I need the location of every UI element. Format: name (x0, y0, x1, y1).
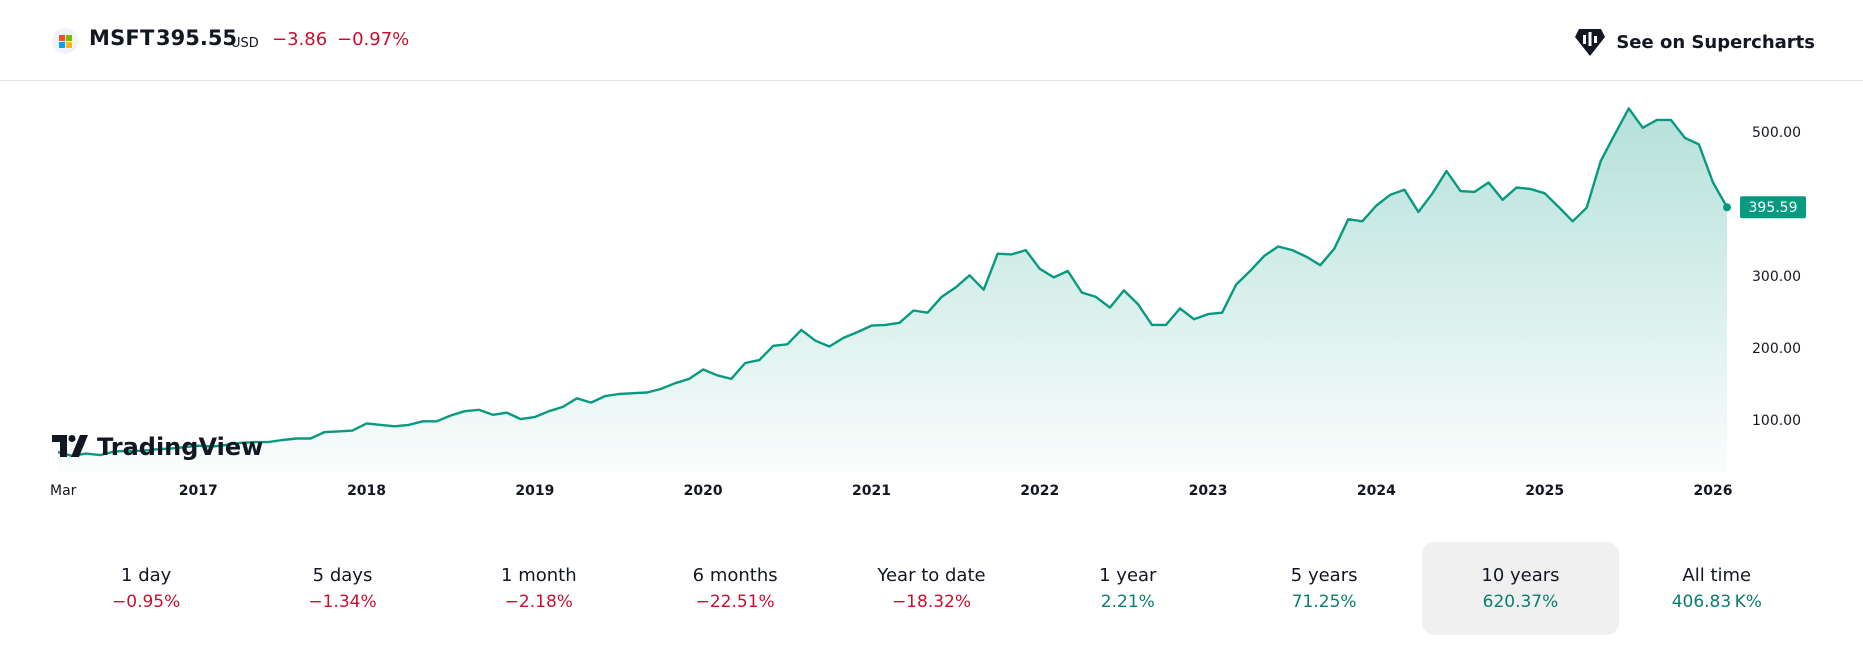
last-value-label: 395.59 (1749, 200, 1798, 216)
tradingview-logo-icon: TradingView (52, 433, 263, 461)
price-chart[interactable]: 500.00 300.00 200.00 100.00 Mar 2017 2018 2019… (0, 81, 1863, 511)
period-change-value: −0.95% (112, 592, 181, 612)
tradingview-wordmark: TradingView (97, 433, 263, 461)
period-label: 5 days (312, 565, 373, 586)
period-change-value: 71.25% (1291, 592, 1357, 612)
microsoft-logo-icon (52, 28, 78, 54)
y-axis-tick-label: 200.00 (1752, 341, 1801, 357)
symbol-header: MSFT 395.55 USD −3.86 −0.97% See on Supe… (0, 0, 1863, 81)
period-button[interactable]: Year to date −18.32% (833, 542, 1029, 635)
period-button[interactable]: All time 406.83 K% (1619, 542, 1815, 635)
x-axis-tick-label: 2020 (684, 483, 723, 499)
y-axis-tick-label: 100.00 (1752, 413, 1801, 429)
period-button[interactable]: 1 month −2.18% (441, 542, 637, 635)
period-button[interactable]: 6 months −22.51% (637, 542, 833, 635)
supercharts-icon (1575, 29, 1606, 56)
period-change-value: 406.83 K% (1671, 592, 1762, 612)
x-axis-tick-label: 2017 (179, 483, 218, 499)
price-change: −3.86 (272, 29, 328, 50)
y-axis-tick-label: 300.00 (1752, 269, 1801, 285)
period-label: 6 months (692, 565, 778, 586)
period-label: 1 year (1099, 565, 1157, 586)
price-area (58, 108, 1727, 474)
period-button[interactable]: 10 years 620.37% (1422, 542, 1619, 635)
period-change-value: 2.21% (1100, 592, 1155, 612)
x-axis: Mar 2017 2018 2019 2020 2021 2022 2023 2024 2025 2… (50, 483, 1732, 499)
x-axis-tick-label: 2025 (1525, 483, 1564, 499)
currency-label: USD (231, 36, 259, 51)
period-label: 1 day (121, 565, 172, 586)
x-axis-tick-label: 2024 (1357, 483, 1396, 499)
x-axis-tick-label: 2019 (515, 483, 554, 499)
y-axis: 500.00 300.00 200.00 100.00 (1752, 125, 1801, 429)
see-on-supercharts-link[interactable]: See on Supercharts (1574, 27, 1815, 57)
x-axis-tick-label: 2023 (1189, 483, 1228, 499)
period-label: All time (1682, 565, 1752, 586)
period-button[interactable]: 1 day −0.95% (48, 542, 244, 635)
period-label: 5 years (1290, 565, 1358, 586)
period-change-value: −18.32% (891, 592, 972, 612)
period-label: 1 month (501, 565, 577, 586)
last-value-tag: 395.59 (1740, 196, 1806, 219)
period-button[interactable]: 1 year 2.21% (1030, 542, 1226, 635)
price-chart-svg[interactable]: 500.00 300.00 200.00 100.00 Mar 2017 2018 2019… (0, 81, 1863, 511)
supercharts-label: See on Supercharts (1616, 31, 1815, 53)
period-change-value: 620.37% (1482, 592, 1559, 612)
x-axis-tick-label: 2021 (852, 483, 891, 499)
period-change-value: −2.18% (504, 592, 573, 612)
last-price: 395.55 (156, 26, 238, 50)
x-axis-tick-label: 2022 (1020, 483, 1059, 499)
period-button[interactable]: 5 years 71.25% (1226, 542, 1422, 635)
x-axis-tick-label: 2026 (1693, 483, 1732, 499)
period-label: 10 years (1481, 565, 1560, 586)
period-change-value: −1.34% (308, 592, 377, 612)
symbol-name[interactable]: MSFT (89, 26, 155, 50)
period-change-value: −22.51% (695, 592, 775, 612)
period-button[interactable]: 5 days −1.34% (244, 542, 440, 635)
y-axis-tick-label: 500.00 (1752, 125, 1801, 141)
price-line (57, 107, 1729, 457)
x-axis-tick-label: 2018 (347, 483, 386, 499)
price-change-percent: −0.97% (337, 29, 410, 50)
last-price-dot (1723, 203, 1731, 212)
period-label: Year to date (877, 565, 986, 586)
x-axis-tick-label: Mar (50, 483, 77, 499)
period-selector: 1 day −0.95% 5 days −1.34% 1 month −2.18% 6 mo… (48, 542, 1815, 635)
